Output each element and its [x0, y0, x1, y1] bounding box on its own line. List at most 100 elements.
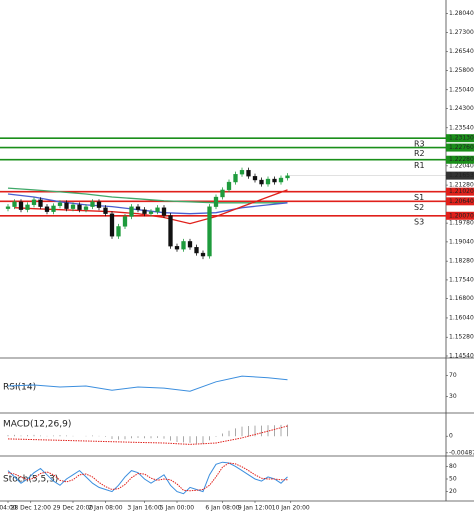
level-box	[446, 187, 474, 196]
level-box	[446, 197, 474, 206]
level-label: 1.23130	[449, 135, 474, 142]
y-tick-label: 0	[449, 433, 453, 440]
candle-body	[220, 189, 225, 198]
y-tick-label: 50	[449, 476, 457, 483]
candle-body	[233, 174, 238, 183]
candle-body	[226, 181, 232, 191]
last-price-box	[446, 171, 474, 180]
level-label: 1.21020	[449, 188, 474, 195]
y-tick-label: 1.23540	[449, 124, 474, 131]
candle-body	[31, 199, 37, 206]
x-tick-label: 9 Jan 12:00	[238, 505, 272, 512]
y-tick-label: 1.16800	[449, 295, 474, 302]
candle-body	[38, 199, 43, 207]
y-tick-label: 1.24300	[449, 105, 474, 112]
y-tick-label: 1.15280	[449, 334, 474, 341]
level-name: R2	[414, 149, 425, 158]
candle-body	[259, 179, 264, 185]
candle-body	[103, 207, 108, 214]
rsi-line	[7, 375, 288, 392]
y-tick-label: 20	[449, 488, 457, 495]
candle-body	[142, 209, 147, 214]
level-label: 1.20640	[449, 198, 474, 205]
y-tick-label: -0.004871	[449, 449, 474, 456]
candle-body	[135, 206, 141, 210]
candle-body	[265, 178, 271, 185]
candle-body	[285, 175, 290, 179]
candle-body	[64, 202, 69, 209]
candle-body	[12, 201, 17, 207]
candle-body	[122, 216, 128, 227]
last-price-label: 1.21653	[449, 172, 474, 179]
stoch-d	[7, 462, 288, 492]
level-name: S1	[414, 193, 424, 202]
x-tick-label: 6 Jan 08:00	[205, 505, 239, 512]
x-tick-label: 29 Dec 20:00	[53, 505, 94, 512]
stoch-title: Stoch(5,5,3)	[3, 475, 58, 485]
candle-body	[77, 204, 82, 210]
candle-body	[161, 207, 167, 216]
level-box	[446, 134, 474, 143]
candle-body	[70, 204, 76, 209]
macd-signal	[7, 425, 288, 445]
y-tick-label: 1.26540	[449, 48, 474, 55]
candle-body	[129, 206, 134, 217]
candle-body	[272, 178, 277, 183]
y-tick-label: 1.22040	[449, 162, 474, 169]
candle-body	[278, 177, 284, 183]
rsi-title: RSI(14)	[3, 383, 36, 393]
level-label: 1.22760	[449, 144, 474, 151]
level-label: 1.22280	[449, 156, 474, 163]
candle-body	[109, 213, 115, 237]
candle-body	[51, 205, 56, 212]
candle-body	[90, 201, 95, 207]
y-tick-label: 1.25800	[449, 67, 474, 74]
moving-average	[7, 187, 288, 204]
candle-body	[96, 201, 102, 208]
x-tick-label: 5 Jan 00:00	[160, 505, 194, 512]
stoch-k	[7, 461, 288, 495]
level-name: R3	[414, 140, 425, 149]
candle-body	[148, 211, 154, 214]
level-box	[446, 211, 474, 220]
candle-body	[83, 206, 89, 210]
y-tick-label: 1.19040	[449, 238, 474, 245]
candle-body	[187, 241, 193, 248]
y-tick-label: 1.25040	[449, 86, 474, 93]
y-tick-label: 30	[449, 393, 457, 400]
candle-body	[194, 247, 199, 254]
y-tick-label: 70	[449, 372, 457, 379]
level-box	[446, 143, 474, 152]
y-tick-label: 1.27300	[449, 29, 474, 36]
y-tick-label: 80	[449, 463, 457, 470]
y-tick-label: 1.18280	[449, 258, 474, 265]
level-name: S2	[414, 203, 424, 212]
x-tick-label: 2 Jan 08:00	[88, 505, 122, 512]
x-tick-label: 28 Dec 12:00	[11, 505, 52, 512]
level-label: 1.20070	[449, 212, 474, 219]
candle-body	[44, 206, 50, 212]
candle-body	[116, 226, 121, 237]
candle-body	[168, 215, 173, 247]
candle-body	[57, 202, 63, 207]
candle-body	[246, 169, 251, 177]
candle-body	[213, 196, 219, 207]
candle-body	[207, 206, 212, 257]
y-tick-label: 1.17540	[449, 276, 474, 283]
candle-body	[25, 204, 30, 210]
x-tick-label: 04:00	[0, 505, 17, 512]
candle-body	[18, 201, 24, 210]
candle-body	[174, 246, 180, 250]
candle-body	[5, 206, 11, 209]
candle-body	[181, 241, 186, 250]
level-name: S3	[414, 217, 424, 226]
x-tick-label: 3 Jan 16:00	[127, 505, 161, 512]
y-tick-label: 1.19780	[449, 220, 474, 227]
y-tick-label: 1.28040	[449, 10, 474, 17]
y-tick-label: 1.16040	[449, 314, 474, 321]
candle-body	[252, 176, 258, 181]
candle-body	[200, 252, 206, 257]
x-tick-label: 10 Jan 20:00	[272, 505, 310, 512]
